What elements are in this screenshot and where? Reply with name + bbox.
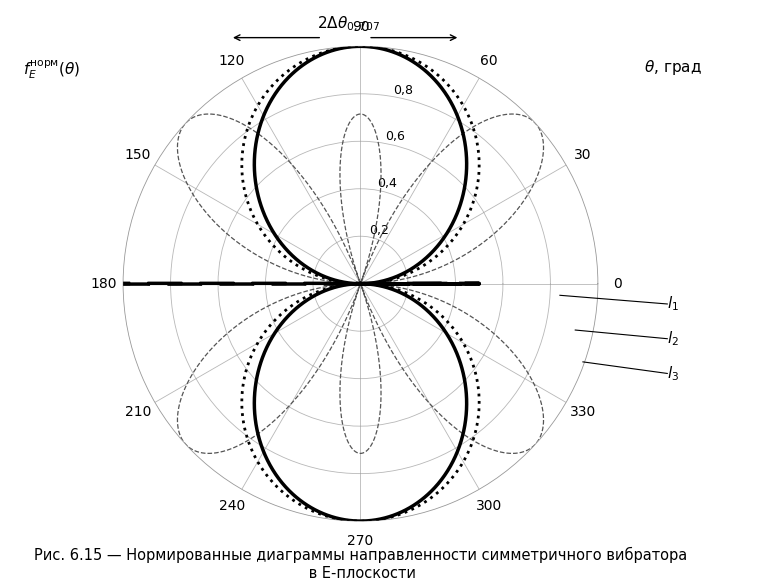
Text: Рис. 6.15 — Нормированные диаграммы направленности симметричного вибратора
 в E-: Рис. 6.15 — Нормированные диаграммы напр… [34,547,687,579]
Text: $l_2$: $l_2$ [667,329,680,348]
Text: $\theta$, град: $\theta$, град [644,58,702,77]
Text: $l_1$: $l_1$ [667,295,680,313]
Text: $f_E^{\rm норм}(\theta)$: $f_E^{\rm норм}(\theta)$ [23,58,81,80]
Text: $l_3$: $l_3$ [667,364,680,383]
Text: $2\Delta\theta_{0,707}$: $2\Delta\theta_{0,707}$ [318,14,380,34]
